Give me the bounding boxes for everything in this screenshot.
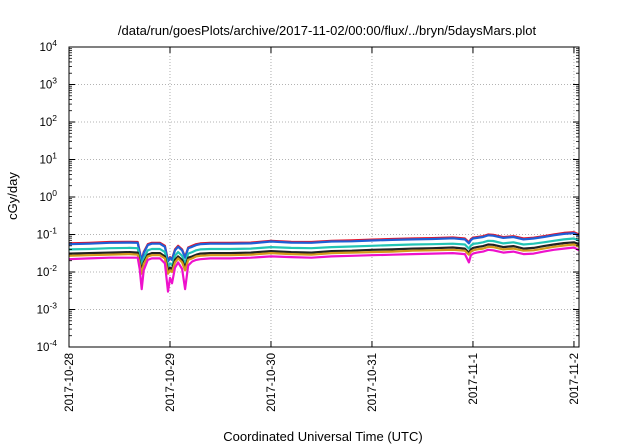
- x-tick-label: 2017-11-2: [569, 353, 581, 405]
- y-tick-label: 10-3: [37, 301, 58, 317]
- y-tick-base: 10: [39, 117, 52, 129]
- grid: [69, 47, 579, 347]
- series-group: [68, 231, 580, 293]
- y-tick-label: 104: [39, 38, 57, 54]
- y-tick-exponent: 0: [52, 188, 57, 198]
- series-line-2: [68, 232, 580, 263]
- y-tick-label: 10-4: [37, 338, 58, 354]
- y-tick-exponent: -2: [49, 263, 57, 273]
- y-tick-exponent: 1: [52, 151, 57, 161]
- chart-title: /data/run/goesPlots/archive/2017-11-02/0…: [118, 23, 537, 38]
- y-tick-base: 10: [39, 42, 52, 54]
- y-tick-exponent: -4: [49, 338, 57, 348]
- y-tick-exponent: 2: [52, 113, 57, 123]
- y-tick-label: 102: [39, 113, 57, 129]
- y-tick-base: 10: [37, 305, 50, 317]
- x-tick-label: 2017-10-29: [165, 353, 177, 412]
- x-tick-label: 2017-10-30: [266, 353, 278, 412]
- y-axis-label: cGy/day: [5, 172, 20, 220]
- series-line-4: [68, 241, 580, 272]
- y-tick-exponent: 4: [52, 38, 57, 48]
- y-tick-exponent: -3: [49, 301, 57, 311]
- x-tick-label: 2017-10-31: [367, 353, 379, 412]
- x-axis: 2017-10-28 2017-10-29 2017-10-30 2017-10-31…: [64, 47, 581, 412]
- y-tick-base: 10: [37, 230, 50, 242]
- x-tick-label: 2017-11-1: [468, 353, 480, 405]
- x-axis-label: Coordinated Universal Time (UTC): [223, 429, 422, 444]
- y-tick-base: 10: [37, 267, 50, 279]
- y-tick-label: 100: [39, 188, 57, 204]
- y-tick-base: 10: [39, 155, 52, 167]
- y-tick-label: 101: [39, 151, 57, 167]
- y-tick-exponent: -1: [49, 226, 57, 236]
- y-tick-base: 10: [39, 80, 52, 92]
- series-line-6: [68, 246, 580, 293]
- y-tick-base: 10: [37, 342, 50, 354]
- series-line-3: [68, 237, 580, 268]
- y-tick-label: 10-1: [37, 226, 58, 242]
- y-tick-exponent: 3: [52, 76, 57, 86]
- y-tick-base: 10: [39, 192, 52, 204]
- y-tick-label: 103: [39, 76, 57, 92]
- series-line-5: [68, 243, 580, 275]
- x-tick-label: 2017-10-28: [64, 353, 76, 412]
- y-tick-label: 10-2: [37, 263, 58, 279]
